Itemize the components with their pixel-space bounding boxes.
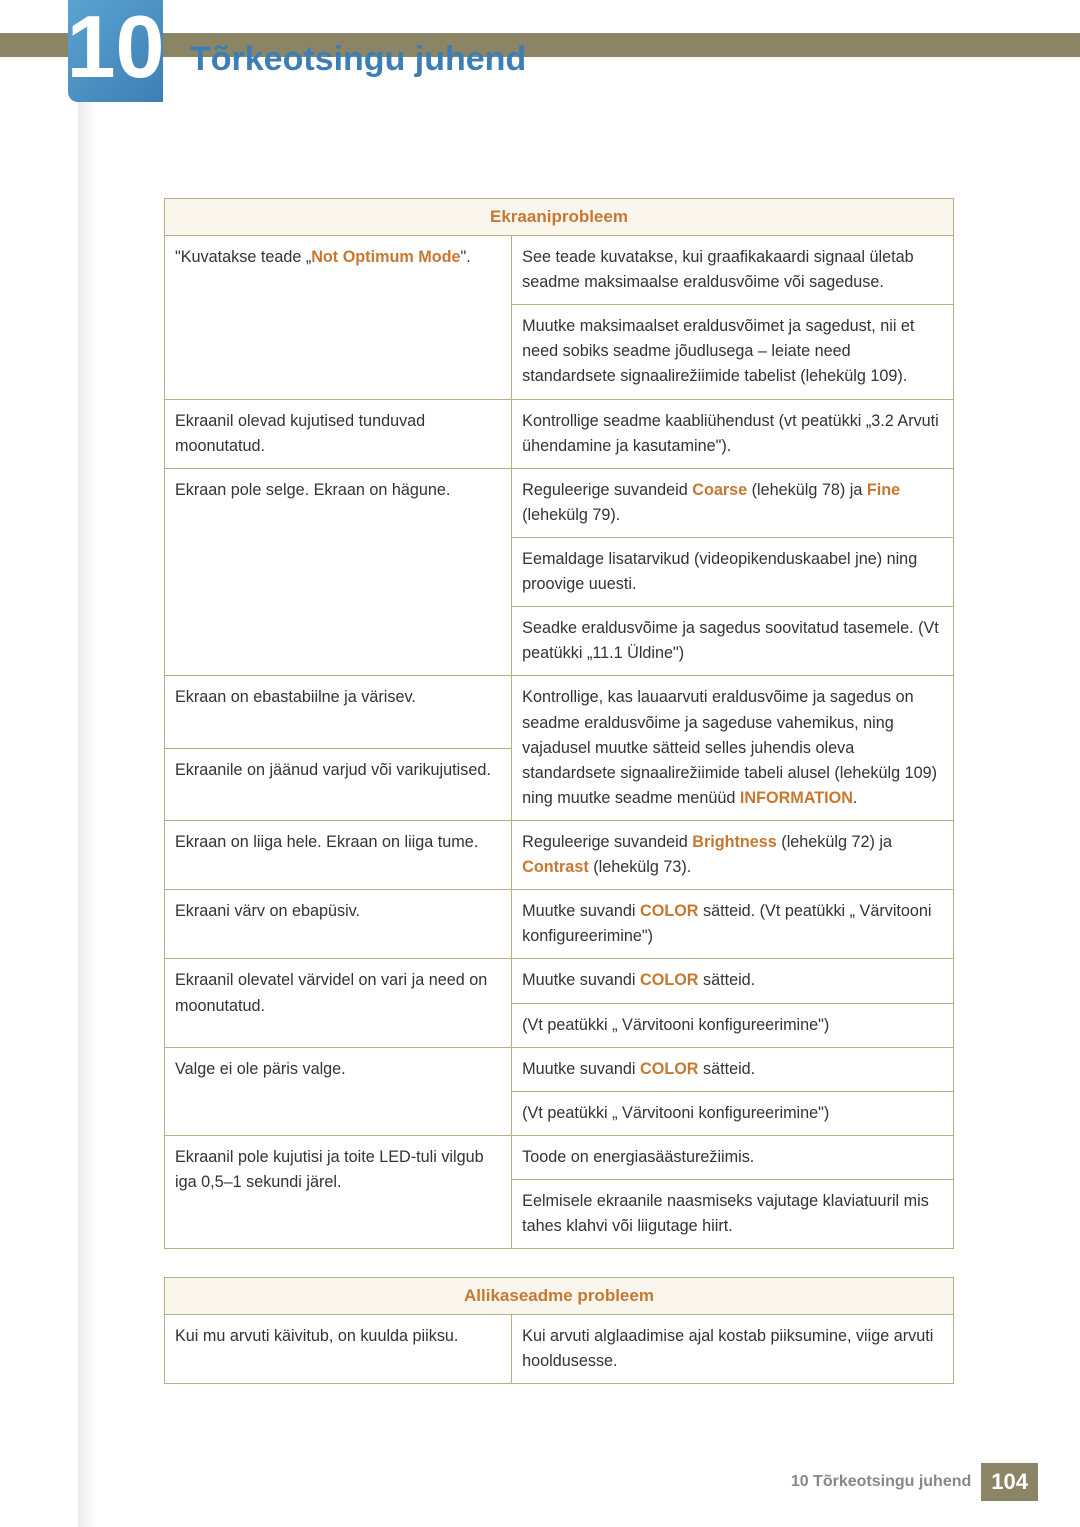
footer-page-badge: 104 [981, 1463, 1038, 1501]
content-area: Ekraaniprobleem "Kuvatakse teade „Not Op… [164, 198, 954, 1412]
accent-term: Brightness [692, 833, 777, 851]
table-cell-solution: Reguleerige suvandeid Coarse (lehekülg 7… [512, 468, 954, 537]
table-cell-solution: Eelmisele ekraanile naasmiseks vajutage … [512, 1179, 954, 1248]
footer: 10 Tõrkeotsingu juhend 104 [791, 1463, 1038, 1501]
chapter-number: 10 [67, 3, 165, 91]
table-screen-problems: Ekraaniprobleem "Kuvatakse teade „Not Op… [164, 198, 954, 1249]
table-cell-problem: Ekraanil olevad kujutised tunduvad moonu… [165, 399, 512, 468]
table-cell-problem: Ekraan pole selge. Ekraan on hägune. [165, 468, 512, 676]
table-cell-problem: Ekraanil olevatel värvidel on vari ja ne… [165, 959, 512, 1047]
table-row: Kui mu arvuti käivitub, on kuulda piiksu… [165, 1315, 954, 1384]
chapter-block: 10 [68, 0, 163, 102]
table-cell-solution: Seadke eraldusvõime ja sagedus soovitatu… [512, 607, 954, 676]
accent-term: COLOR [640, 971, 698, 989]
table-cell-problem: Ekraan on liiga hele. Ekraan on liiga tu… [165, 820, 512, 889]
table-row: Ekraanil olevad kujutised tunduvad moonu… [165, 399, 954, 468]
table-cell-problem: Valge ei ole päris valge. [165, 1047, 512, 1135]
table1-caption: Ekraaniprobleem [165, 199, 954, 236]
table-row: "Kuvatakse teade „Not Optimum Mode".See … [165, 236, 954, 305]
table-source-problems: Allikaseadme probleem Kui mu arvuti käiv… [164, 1277, 954, 1384]
table-cell-problem: Kui mu arvuti käivitub, on kuulda piiksu… [165, 1315, 512, 1384]
accent-term: COLOR [640, 902, 698, 920]
page-gutter-shadow [78, 102, 96, 1527]
accent-term: Not Optimum Mode [311, 248, 460, 266]
table-row: Valge ei ole päris valge.Muutke suvandi … [165, 1047, 954, 1091]
accent-term: INFORMATION [740, 789, 853, 807]
table-cell-solution: Kui arvuti alglaadimise ajal kostab piik… [512, 1315, 954, 1384]
table-cell-solution: (Vt peatükki „ Värvitooni konfigureerimi… [512, 1091, 954, 1135]
table-row: Ekraanil pole kujutisi ja toite LED-tuli… [165, 1135, 954, 1179]
table-row: Ekraan on liiga hele. Ekraan on liiga tu… [165, 820, 954, 889]
table-cell-solution: Muutke suvandi COLOR sätteid. [512, 959, 954, 1003]
table-cell-solution: Muutke maksimaalset eraldusvõimet ja sag… [512, 305, 954, 399]
accent-term: Fine [867, 481, 900, 499]
page-title: Tõrkeotsingu juhend [190, 40, 526, 79]
table-row: Ekraan on ebastabiilne ja värisev.Kontro… [165, 676, 954, 748]
table-cell-solution: Reguleerige suvandeid Brightness (lehekü… [512, 820, 954, 889]
table-cell-solution: Muutke suvandi COLOR sätteid. [512, 1047, 954, 1091]
accent-term: COLOR [640, 1060, 698, 1078]
table-cell-problem: Ekraan on ebastabiilne ja värisev. [165, 676, 512, 748]
accent-term: Coarse [692, 481, 747, 499]
table-row: Ekraan pole selge. Ekraan on hägune.Regu… [165, 468, 954, 537]
table-row: Ekraanil olevatel värvidel on vari ja ne… [165, 959, 954, 1003]
table-row: Ekraani värv on ebapüsiv.Muutke suvandi … [165, 890, 954, 959]
accent-term: Contrast [522, 858, 589, 876]
table-cell-solution: Toode on energiasäästurežiimis. [512, 1135, 954, 1179]
table-cell-problem: Ekraanil pole kujutisi ja toite LED-tuli… [165, 1135, 512, 1248]
table-cell-problem: Ekraani värv on ebapüsiv. [165, 890, 512, 959]
table-cell-problem: Ekraanile on jäänud varjud või varikujut… [165, 748, 512, 820]
table-cell-solution: Eemaldage lisatarvikud (videopikenduskaa… [512, 537, 954, 606]
table2-caption: Allikaseadme probleem [165, 1278, 954, 1315]
table-cell-problem: "Kuvatakse teade „Not Optimum Mode". [165, 236, 512, 400]
table-cell-solution: Kontrollige seadme kaabliühendust (vt pe… [512, 399, 954, 468]
table-cell-solution: Kontrollige, kas lauaarvuti eraldusvõime… [512, 676, 954, 821]
footer-text: 10 Tõrkeotsingu juhend [791, 1473, 971, 1491]
table-cell-solution: Muutke suvandi COLOR sätteid. (Vt peatük… [512, 890, 954, 959]
table-cell-solution: See teade kuvatakse, kui graafikakaardi … [512, 236, 954, 305]
table-cell-solution: (Vt peatükki „ Värvitooni konfigureerimi… [512, 1003, 954, 1047]
